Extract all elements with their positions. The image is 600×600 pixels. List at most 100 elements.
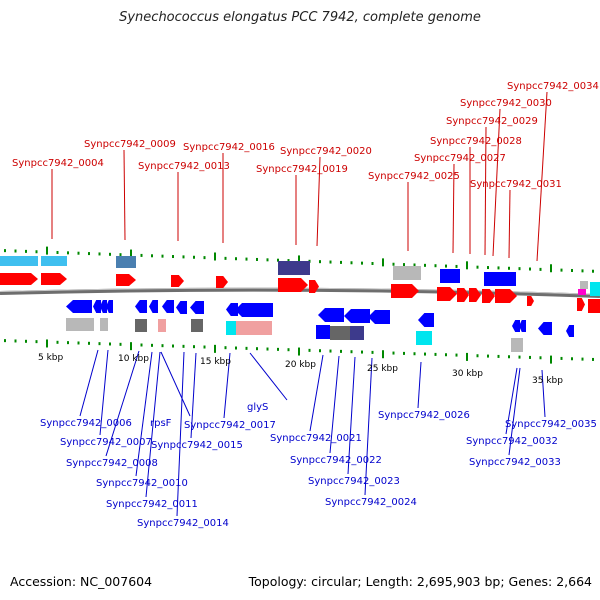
cds-forward-arrow[interactable] <box>41 273 67 285</box>
leader-line <box>145 351 161 498</box>
cds-reverse-arrow[interactable] <box>512 320 520 332</box>
cds-forward-arrow[interactable] <box>577 298 585 311</box>
forward-gene-label[interactable]: Synpcc7942_0030 <box>460 98 552 109</box>
gene-block[interactable] <box>588 299 600 313</box>
reverse-gene-label[interactable]: Synpcc7942_0023 <box>308 476 400 487</box>
forward-gene-label[interactable]: Synpcc7942_0019 <box>256 164 348 175</box>
cds-forward-arrow[interactable] <box>171 275 184 287</box>
forward-gene-label[interactable]: Synpcc7942_0027 <box>414 153 506 164</box>
reverse-gene-label[interactable]: Synpcc7942_0006 <box>40 418 132 429</box>
gene-block[interactable] <box>484 272 516 286</box>
cds-reverse-arrow[interactable] <box>344 309 370 323</box>
reverse-gene-label[interactable]: Synpcc7942_0035 <box>505 419 597 430</box>
cds-forward-arrow[interactable] <box>391 284 419 298</box>
tick-mark <box>298 255 300 264</box>
reverse-gene-label[interactable]: Synpcc7942_0011 <box>106 499 198 510</box>
forward-gene-label[interactable]: Synpcc7942_0009 <box>84 139 176 150</box>
gene-block[interactable] <box>393 266 421 280</box>
reverse-gene-label[interactable]: glyS <box>247 402 268 413</box>
gene-block[interactable] <box>236 321 272 335</box>
forward-gene-label[interactable]: Synpcc7942_0013 <box>138 161 230 172</box>
scale-labels: 5 kbp 10 kbp 15 kbp 20 kbp 25 kbp 30 kbp 35 kb… <box>38 353 563 386</box>
tick-mark <box>109 342 111 346</box>
cds-reverse-arrow[interactable] <box>519 320 526 332</box>
cds-forward-arrow[interactable] <box>0 273 38 285</box>
cds-forward-arrow[interactable] <box>469 288 481 302</box>
tick-mark <box>445 353 447 357</box>
cds-forward-arrow[interactable] <box>309 280 319 293</box>
forward-gene-label[interactable]: Synpcc7942_0031 <box>470 179 562 190</box>
cds-forward-arrow[interactable] <box>527 296 534 306</box>
gene-block[interactable] <box>440 269 460 283</box>
cds-forward-arrow[interactable] <box>116 274 136 286</box>
gene-block[interactable] <box>580 281 588 289</box>
gene-block[interactable] <box>0 256 38 266</box>
forward-gene-label[interactable]: Synpcc7942_0029 <box>446 116 538 127</box>
cds-reverse-arrow[interactable] <box>106 300 113 313</box>
reverse-gene-label[interactable]: Synpcc7942_0021 <box>270 433 362 444</box>
gene-block[interactable] <box>330 326 350 340</box>
cds-forward-arrow[interactable] <box>216 276 228 288</box>
gene-block[interactable] <box>100 318 108 331</box>
gene-block[interactable] <box>135 319 147 332</box>
reverse-gene-label[interactable]: Synpcc7942_0007 <box>60 437 152 448</box>
gene-block[interactable] <box>511 338 523 352</box>
cds-reverse-arrow[interactable] <box>235 303 273 317</box>
gene-block[interactable] <box>278 261 310 275</box>
cds-reverse-arrow[interactable] <box>149 300 158 313</box>
cds-reverse-arrow[interactable] <box>162 300 174 313</box>
cds-reverse-arrow[interactable] <box>135 300 147 313</box>
forward-gene-label[interactable]: Synpcc7942_0004 <box>12 158 104 169</box>
forward-gene-label[interactable]: Synpcc7942_0025 <box>368 171 460 182</box>
gene-block[interactable] <box>41 256 67 266</box>
gene-block[interactable] <box>66 318 94 331</box>
cds-reverse-arrow[interactable] <box>566 325 574 337</box>
cds-reverse-arrow[interactable] <box>418 313 434 327</box>
tick-mark <box>98 342 101 346</box>
leader-line <box>329 355 340 454</box>
cds-reverse-arrow[interactable] <box>66 300 92 313</box>
reverse-gene-label[interactable]: Synpcc7942_0024 <box>325 497 417 508</box>
reverse-gene-label[interactable]: rpsF <box>150 418 172 429</box>
cds-reverse-arrow[interactable] <box>318 308 344 322</box>
cds-reverse-arrow[interactable] <box>538 322 552 335</box>
reverse-gene-label[interactable]: Synpcc7942_0008 <box>66 458 158 469</box>
gene-block[interactable] <box>116 256 136 268</box>
reverse-gene-label[interactable]: Synpcc7942_0032 <box>466 436 558 447</box>
reverse-gene-label[interactable]: Synpcc7942_0022 <box>290 455 382 466</box>
cds-reverse-arrow[interactable] <box>100 300 107 313</box>
gene-block[interactable] <box>590 282 600 296</box>
cds-reverse-arrow[interactable] <box>176 301 187 314</box>
gene-block[interactable] <box>316 325 330 339</box>
cds-forward-arrow[interactable] <box>437 287 457 301</box>
gene-block[interactable] <box>416 331 432 345</box>
reverse-gene-label[interactable]: Synpcc7942_0010 <box>96 478 188 489</box>
cds-forward-arrow[interactable] <box>495 289 517 303</box>
tick-mark <box>403 351 405 355</box>
cds-forward-arrow[interactable] <box>482 289 495 303</box>
forward-gene-label[interactable]: Synpcc7942_0034 <box>507 81 599 92</box>
gene-block[interactable] <box>226 321 236 335</box>
cds-reverse-arrow[interactable] <box>93 300 101 313</box>
forward-gene-label[interactable]: Synpcc7942_0016 <box>183 142 275 153</box>
tick-mark <box>361 350 363 354</box>
gene-block[interactable] <box>578 289 586 295</box>
reverse-gene-label[interactable]: Synpcc7942_0017 <box>184 420 276 431</box>
gene-block[interactable] <box>191 319 203 332</box>
tick-mark <box>193 255 195 259</box>
reverse-gene-label[interactable]: Synpcc7942_0014 <box>137 518 229 529</box>
cds-reverse-arrow[interactable] <box>368 310 390 324</box>
cds-forward-arrow[interactable] <box>278 278 308 292</box>
forward-gene-label[interactable]: Synpcc7942_0020 <box>280 146 372 157</box>
cds-reverse-arrow[interactable] <box>226 303 238 316</box>
cds-reverse-arrow[interactable] <box>190 301 204 314</box>
gene-features <box>0 256 600 352</box>
reverse-gene-label[interactable]: Synpcc7942_0015 <box>151 440 243 451</box>
forward-gene-label[interactable]: Synpcc7942_0028 <box>430 136 522 147</box>
cds-forward-arrow[interactable] <box>457 288 469 302</box>
gene-block[interactable] <box>350 326 364 340</box>
reverse-gene-label[interactable]: Synpcc7942_0026 <box>378 410 470 421</box>
gene-block[interactable] <box>158 319 166 332</box>
reverse-gene-label[interactable]: Synpcc7942_0033 <box>469 457 561 468</box>
